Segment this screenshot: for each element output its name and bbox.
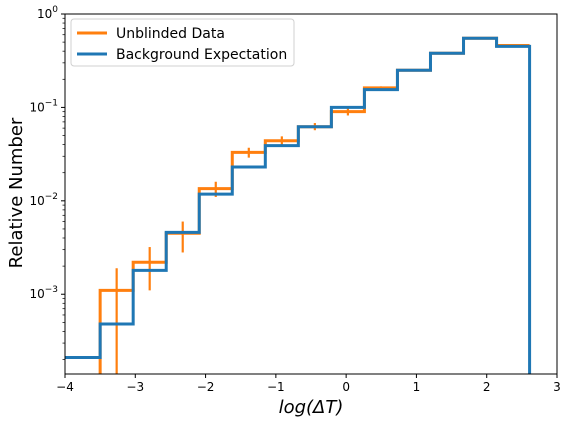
x-axis-label: log(ΔT) xyxy=(279,397,344,418)
y-tick-label: 10−2 xyxy=(29,192,58,208)
y-tick-label: 10−1 xyxy=(29,98,58,114)
x-axis-ticks: −4 −3 −2 −1 0 1 2 3 xyxy=(56,374,561,394)
legend-box xyxy=(70,18,295,67)
x-tick-label: −3 xyxy=(126,380,144,394)
x-tick-label: −2 xyxy=(197,380,215,394)
y-tick-label: 100 xyxy=(37,5,58,21)
x-tick-label: −4 xyxy=(56,380,74,394)
plot-frame xyxy=(64,13,558,375)
plot-area xyxy=(65,36,532,374)
y-axis-ticks: 10−3 10−2 10−1 100 xyxy=(29,5,65,360)
legend-label-background-expectation: Background Expectation xyxy=(116,47,287,63)
y-axis-label: Relative Number xyxy=(6,117,27,268)
series-background-expectation xyxy=(65,36,532,374)
x-tick-label: 3 xyxy=(553,380,561,394)
x-tick-label: 1 xyxy=(413,380,421,394)
legend: Unblinded Data Background Expectation xyxy=(70,18,295,67)
legend-label-unblinded-data: Unblinded Data xyxy=(116,26,225,42)
x-tick-label: 2 xyxy=(483,380,491,394)
background-step-line xyxy=(65,36,532,374)
y-tick-label: 10−3 xyxy=(29,285,58,301)
data-step-line xyxy=(98,36,530,374)
x-tick-label: 0 xyxy=(342,380,350,394)
series-unblinded-data xyxy=(98,36,530,374)
x-tick-label: −1 xyxy=(267,380,285,394)
